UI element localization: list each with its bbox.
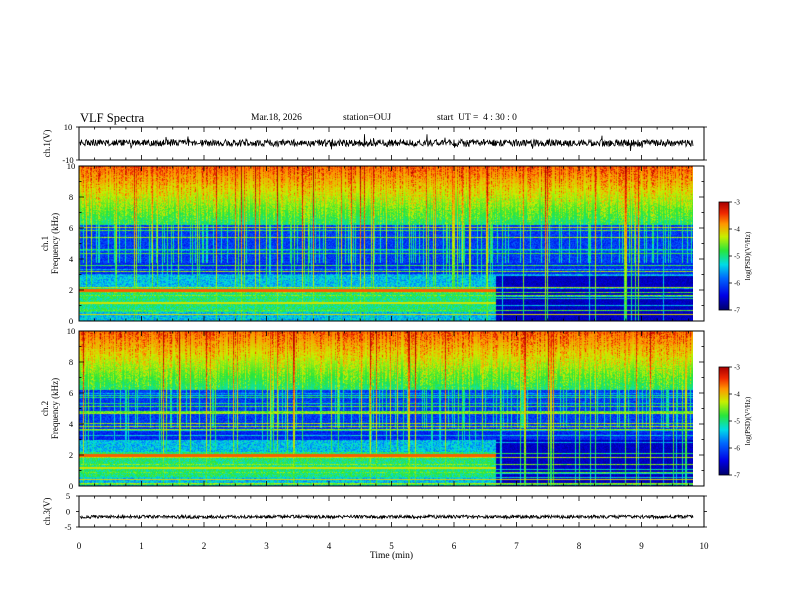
station-label: station=OUJ [343, 113, 392, 123]
colorbar-tick-label: -3 [734, 199, 740, 207]
spectrogram-tick-label: 4 [69, 419, 74, 429]
start-ut-label: start UT = 4 : 30 : 0 [437, 113, 517, 123]
x-tick-label: 5 [389, 541, 394, 551]
colorbar-tick-label: -5 [734, 253, 740, 261]
colorbar-tick-label: -7 [734, 472, 740, 480]
colorbar-tick-label: -7 [734, 307, 740, 315]
x-tick-label: 4 [327, 541, 332, 551]
spectrogram-tick-label: 2 [69, 450, 73, 460]
spectrogram-ylabel-channel: ch.1 [40, 236, 50, 251]
x-axis-label: Time (min) [370, 550, 413, 561]
x-tick-label: 9 [639, 541, 644, 551]
spectrogram-tick-label: 8 [69, 192, 73, 202]
colorbar-tick-label: -5 [734, 418, 740, 426]
ch1-waveform-trace [79, 134, 694, 152]
ch3-waveform-trace [79, 513, 694, 520]
spectrogram-ylabel-frequency: Frequency (kHz) [50, 378, 60, 439]
x-tick-label: 6 [452, 541, 457, 551]
ch1-waveform-ylabel: ch.1(V) [42, 130, 52, 158]
spectrogram-tick-label: 0 [69, 481, 73, 491]
spectrogram-tick-label: 2 [69, 285, 73, 295]
spectrogram-ylabel-channel: ch.2 [40, 401, 50, 416]
colorbar-label: log(PSD)(V²/Hz) [744, 396, 752, 445]
ch3-waveform-tick-label: -5 [64, 522, 71, 532]
spectrogram-tick-label: 10 [67, 161, 76, 171]
colorbar-tick-label: -3 [734, 364, 740, 372]
spectrogram-tick-label: 10 [67, 326, 76, 336]
x-tick-label: 3 [264, 541, 269, 551]
spectrogram-tick-label: 0 [69, 316, 73, 326]
ch3-waveform-tick-label: 5 [66, 491, 70, 501]
figure-title: VLF Spectra [80, 111, 145, 125]
spectrogram-tick-label: 4 [69, 254, 74, 264]
spectrogram-ylabel-frequency: Frequency (kHz) [50, 213, 60, 274]
spectrogram-tick-label: 8 [69, 357, 73, 367]
panel-frame [78, 165, 705, 322]
colorbar-tick-label: -6 [734, 445, 740, 453]
spectrogram-tick-label: 6 [69, 388, 73, 398]
ch2-colorbar [719, 367, 729, 475]
spectrogram-tick-label: 6 [69, 223, 73, 233]
date-label: Mar.18, 2026 [251, 113, 302, 123]
ch1-spectrogram-image [79, 166, 693, 321]
x-tick-label: 0 [77, 541, 82, 551]
colorbar-label: log(PSD)(V²/Hz) [744, 231, 752, 280]
x-tick-label: 8 [577, 541, 582, 551]
colorbar-tick-label: -6 [734, 280, 740, 288]
ch2-spectrogram-image [79, 331, 693, 486]
colorbar-tick-label: -4 [734, 391, 740, 399]
colorbar-frame [718, 201, 730, 311]
ch1-colorbar [719, 202, 729, 310]
x-tick-label: 7 [514, 541, 519, 551]
ch1-waveform-tick-label: 10 [64, 122, 73, 132]
x-tick-label: 2 [202, 541, 207, 551]
ch3-waveform-tick-label: 0 [66, 507, 70, 517]
x-tick-label: 1 [139, 541, 144, 551]
ch3-waveform-ylabel: ch.3(V) [42, 498, 52, 526]
panel-frame [78, 330, 705, 487]
ch1-waveform-tick-label: -10 [62, 155, 73, 165]
colorbar-frame [718, 366, 730, 476]
colorbar-tick-label: -4 [734, 226, 740, 234]
x-tick-label: 10 [700, 541, 710, 551]
